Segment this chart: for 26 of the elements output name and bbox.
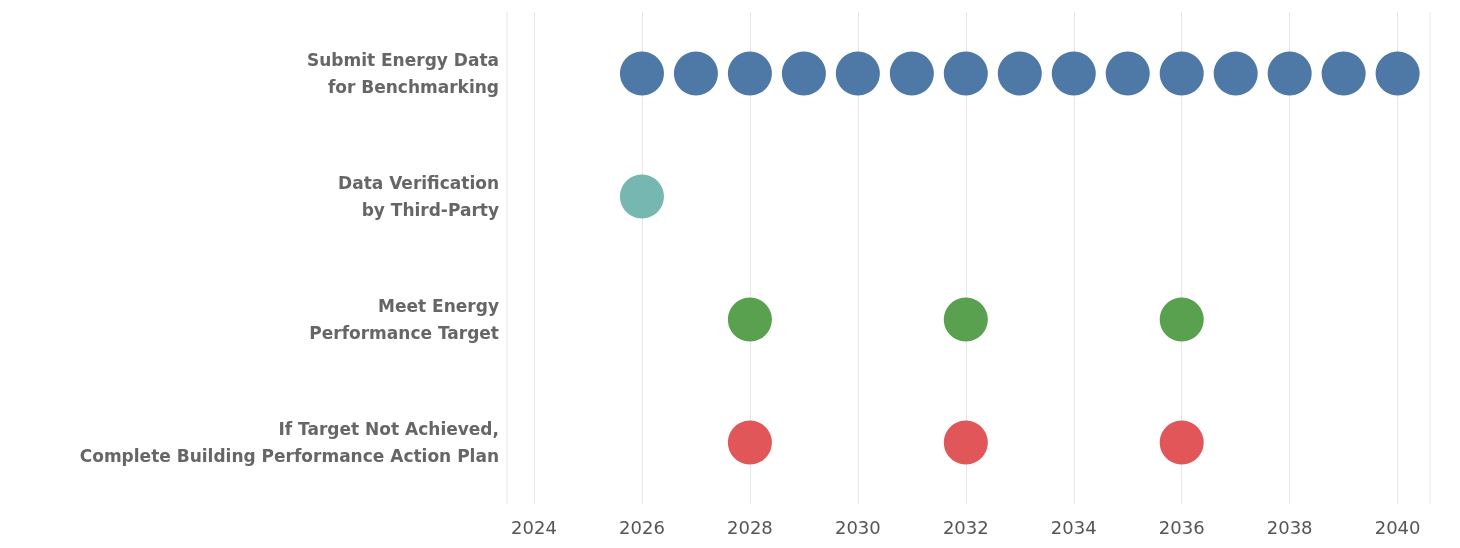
point	[997, 51, 1042, 96]
point	[1375, 51, 1420, 96]
x-tick-label: 2040	[1374, 516, 1421, 538]
y-tick-label: Submit Energy Data for Benchmarking	[306, 50, 499, 97]
point	[1051, 51, 1096, 96]
point	[835, 51, 880, 96]
point	[943, 51, 988, 96]
y-tick-label: If Target Not Achieved, Complete Building Performance Action Plan	[79, 419, 499, 466]
y-tick-label: Data Verification by Third-Party	[338, 173, 499, 220]
point	[781, 51, 826, 96]
x-tick-label: 2036	[1158, 516, 1205, 538]
point	[619, 174, 664, 219]
point	[1267, 51, 1312, 96]
point	[1105, 51, 1150, 96]
point	[1159, 51, 1204, 96]
x-tick-label: 2032	[942, 516, 989, 538]
x-tick-label: 2026	[619, 516, 665, 538]
y-tick-label: Meet Energy Performance Target	[309, 296, 499, 343]
x-tick-label: 2034	[1050, 516, 1097, 538]
x-tick-label: 2024	[511, 516, 557, 538]
point	[1321, 51, 1366, 96]
point	[1213, 51, 1258, 96]
x-tick-label: 2030	[834, 516, 881, 538]
x-tick-label: 2038	[1266, 516, 1313, 538]
point	[889, 51, 934, 96]
x-tick-label: 2028	[726, 516, 773, 538]
